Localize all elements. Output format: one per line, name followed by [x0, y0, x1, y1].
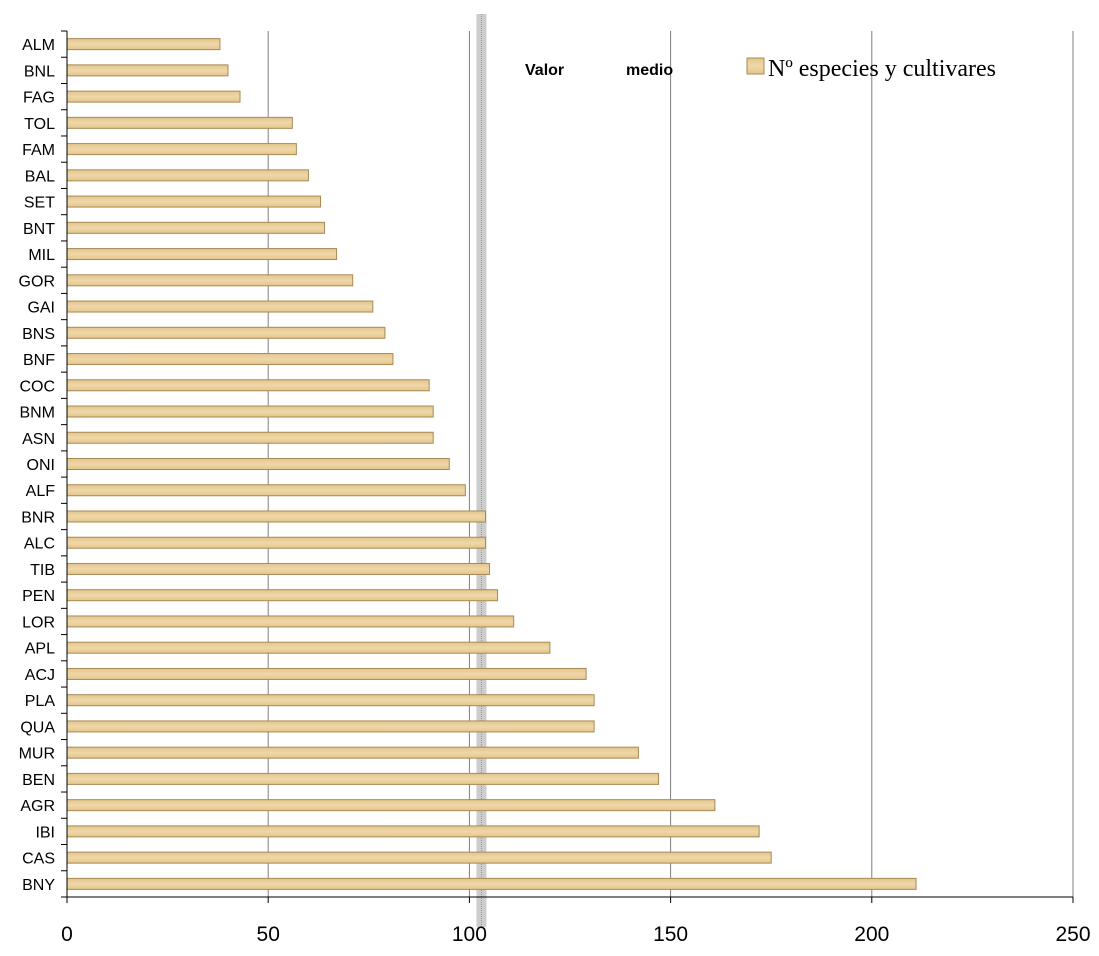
category-label-gai: GAI	[27, 300, 55, 317]
category-label-bny: BNY	[22, 877, 55, 894]
x-tick-label: 100	[452, 923, 487, 946]
mean-label-word-2: medio	[626, 62, 673, 79]
category-label-bal: BAL	[25, 168, 55, 185]
x-tick-label: 0	[61, 923, 73, 946]
category-label-tib: TIB	[30, 562, 55, 579]
bar-apl	[66, 641, 551, 654]
bar-pla	[66, 694, 595, 707]
mean-band	[476, 14, 487, 927]
bar-bnf	[66, 353, 394, 366]
bar-tib	[66, 562, 491, 575]
mean-label-word-1: Valor	[525, 62, 564, 79]
bar-gai	[66, 300, 374, 313]
x-tick-label: 200	[854, 923, 889, 946]
category-label-pla: PLA	[25, 693, 56, 710]
x-tick-label: 150	[653, 923, 688, 946]
category-label-apl: APL	[25, 641, 55, 658]
bar-bnl	[66, 64, 229, 77]
category-label-bns: BNS	[22, 326, 55, 343]
bar-alm	[66, 38, 221, 51]
axes	[61, 30, 1074, 903]
bar-mur	[66, 746, 639, 759]
category-label-pen: PEN	[22, 588, 55, 605]
category-label-bnr: BNR	[21, 509, 55, 526]
bar-fam	[66, 143, 297, 156]
bar-alf	[66, 484, 466, 497]
bar-oni	[66, 458, 450, 470]
bar-qua	[66, 720, 595, 733]
bar-mil	[66, 248, 338, 261]
category-label-ibi: IBI	[35, 824, 55, 841]
bar-lor	[66, 615, 515, 628]
bar-agr	[66, 799, 716, 812]
bar-gor	[66, 274, 354, 287]
bar-bns	[66, 326, 386, 339]
category-label-ben: BEN	[22, 772, 55, 789]
bar-pen	[66, 589, 499, 602]
category-label-alc: ALC	[24, 536, 55, 553]
category-label-fam: FAM	[22, 142, 55, 159]
x-tick-label: 250	[1055, 923, 1090, 946]
category-label-bnm: BNM	[19, 405, 55, 422]
legend: Nº especies y cultivares	[746, 56, 996, 82]
bar-bnm	[66, 405, 434, 418]
legend-label: Nº especies y cultivares	[768, 56, 996, 82]
category-label-alf: ALF	[26, 483, 56, 500]
category-label-mil: MIL	[28, 247, 55, 264]
category-labels: ALM BNL FAG TOL FAM BAL SET BNT MIL GOR GAI BNS BNF C…	[19, 37, 56, 894]
bar-ben	[66, 772, 660, 785]
category-label-cas: CAS	[22, 851, 55, 868]
category-label-gor: GOR	[19, 273, 55, 290]
bar-cas	[66, 851, 772, 864]
category-label-bnf: BNF	[23, 352, 55, 369]
category-label-alm: ALM	[22, 37, 55, 54]
category-label-set: SET	[24, 195, 55, 212]
bar-fag	[66, 90, 241, 103]
bar-alc	[66, 536, 486, 549]
bar-tol	[66, 116, 293, 129]
category-label-tol: TOL	[24, 116, 55, 133]
bar-set	[66, 195, 322, 208]
bar-bal	[66, 169, 309, 182]
category-label-fag: FAG	[23, 90, 55, 107]
bar-bnt	[66, 221, 326, 234]
x-tick-label: 50	[257, 923, 280, 946]
bar-asn	[66, 431, 434, 444]
category-label-agr: AGR	[20, 798, 55, 815]
category-label-asn: ASN	[22, 431, 55, 448]
category-label-bnt: BNT	[23, 221, 55, 238]
category-label-coc: COC	[19, 378, 55, 395]
category-label-bnl: BNL	[24, 63, 55, 80]
bar-bnr	[66, 510, 486, 523]
bar-coc	[66, 379, 430, 392]
bar-ibi	[66, 825, 760, 838]
category-label-qua: QUA	[20, 719, 55, 736]
bar-bny	[66, 877, 917, 890]
bar-acj	[66, 667, 587, 680]
legend-swatch	[746, 57, 765, 75]
category-label-lor: LOR	[22, 614, 55, 631]
bars	[66, 38, 917, 890]
category-label-mur: MUR	[19, 746, 55, 763]
x-tick-labels: 0 50 100 150 200 250	[61, 923, 1090, 946]
category-label-acj: ACJ	[25, 667, 55, 684]
category-label-oni: ONI	[27, 457, 55, 474]
